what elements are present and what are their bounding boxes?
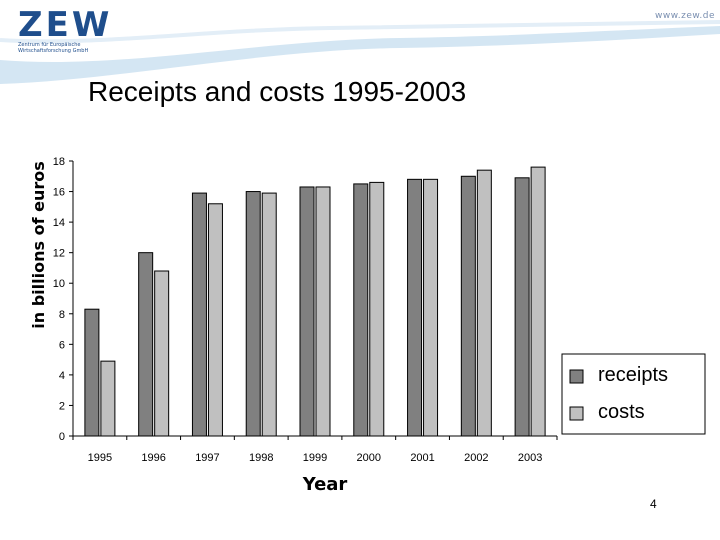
y-tick-label: 6 [59, 339, 65, 351]
x-axis: 1995 1996 1997 1998 1999 2000 2001 2002 2003 [72, 436, 558, 464]
header-wave-graphic [0, 20, 720, 84]
bar-receipts-1997 [191, 192, 207, 437]
x-tick-label: 1996 [141, 452, 165, 464]
bar-costs-2000 [369, 181, 385, 437]
y-tick-label: 16 [53, 187, 65, 199]
bar-costs-1997 [207, 203, 223, 437]
x-tick-label: 1998 [249, 452, 273, 464]
legend-swatch-costs [569, 406, 584, 421]
y-tick-label: 2 [59, 400, 65, 412]
y-tick-label: 14 [53, 217, 65, 229]
bar-receipts-2001 [407, 178, 423, 437]
bar-receipts-1998 [245, 191, 261, 437]
x-tick-label: 2002 [464, 452, 488, 464]
bar-costs-1999 [315, 186, 331, 437]
x-tick-label: 2003 [518, 452, 542, 464]
y-tick-label: 12 [53, 248, 65, 260]
bar-receipts-1996 [138, 252, 154, 437]
x-tick-label: 2001 [410, 452, 434, 464]
x-tick-label: 2000 [357, 452, 381, 464]
header-banner: ZEW Zentrum für Europäische Wirtschaftsf… [0, 0, 720, 88]
bar-receipts-1995 [84, 308, 100, 437]
legend-swatch-receipts [569, 369, 584, 384]
y-axis: 0 2 4 6 8 10 12 14 16 18 [53, 156, 557, 443]
bar-costs-1995 [100, 360, 116, 437]
bar-receipts-2000 [353, 183, 369, 437]
x-axis-title: Year [302, 474, 348, 495]
bar-costs-2002 [476, 169, 492, 437]
x-tick-label: 1995 [88, 452, 112, 464]
x-tick-label: 1997 [195, 452, 219, 464]
y-tick-label: 8 [59, 309, 65, 321]
page-number: 4 [650, 497, 657, 511]
x-tick-label: 1999 [303, 452, 327, 464]
bar-costs-2001 [423, 178, 439, 437]
legend-box [561, 353, 706, 435]
y-tick-label: 18 [53, 156, 65, 168]
site-url: www.zew.de [655, 11, 716, 21]
legend-label-receipts: receipts [598, 364, 668, 386]
y-tick-label: 0 [59, 431, 65, 443]
bar-receipts-1999 [299, 186, 315, 437]
logo-text: ZEW [18, 5, 113, 45]
bar-costs-1998 [261, 192, 277, 437]
slide-title: Receipts and costs 1995-2003 [88, 76, 467, 107]
legend-label-costs: costs [598, 401, 645, 423]
logo-subtitle: Zentrum für Europäische Wirtschaftsforsc… [18, 42, 89, 54]
y-axis-title: in billions of euros [29, 161, 48, 328]
bar-receipts-2003 [514, 177, 530, 437]
y-tick-label: 4 [59, 370, 65, 382]
y-tick-label: 10 [53, 278, 65, 290]
zew-logo: ZEW Zentrum für Europäische Wirtschaftsf… [18, 8, 112, 54]
bar-receipts-2002 [460, 175, 476, 437]
legend: receipts costs [561, 353, 706, 435]
bars [84, 166, 546, 437]
bar-costs-1996 [154, 270, 170, 437]
bar-costs-2003 [530, 166, 546, 437]
